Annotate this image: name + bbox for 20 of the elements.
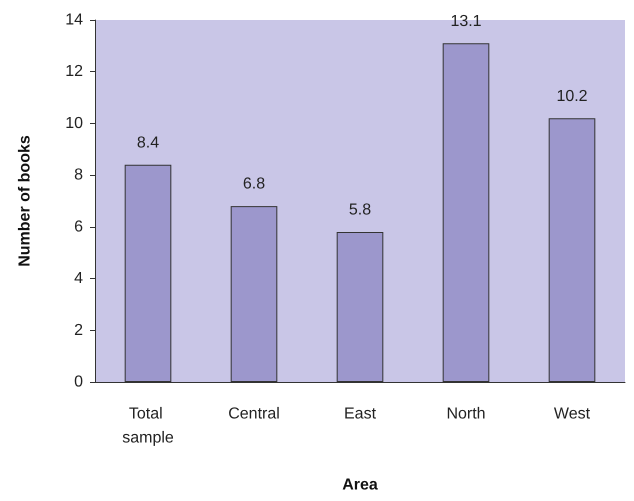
x-tick-label: North [446,406,486,422]
y-tick-label: 12 [65,63,84,80]
x-tick-label: West [554,406,591,422]
data-label: 13.1 [450,12,482,30]
y-tick-label: 4 [74,270,84,288]
x-tick-label: East [344,406,377,422]
y-tick-label: 0 [74,374,84,390]
y-tick-label: 6 [74,218,84,236]
data-label: 6.8 [242,176,266,193]
y-tick-label: 10 [65,114,84,132]
data-label: 8.4 [136,134,160,152]
y-tick-label: 8 [74,166,84,184]
x-tick-label: Central [228,406,280,422]
x-tick-label: Total sample [122,406,174,446]
data-label: 5.8 [348,202,372,219]
x-axis-title: Area [342,476,378,494]
y-axis-title: Number of books [16,135,34,267]
y-tick-label: 14 [65,12,84,28]
data-label: 10.2 [556,88,588,105]
y-tick-label: 2 [74,322,84,339]
